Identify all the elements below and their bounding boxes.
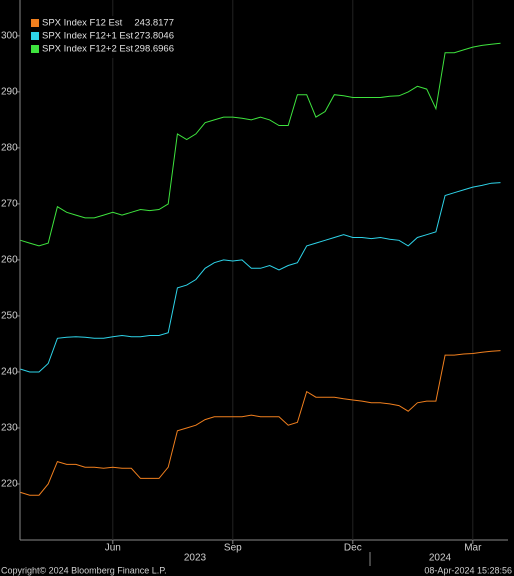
copyright: Copyright© 2024 Bloomberg Finance L.P. (1, 565, 167, 575)
x-tick-label: Dec (344, 543, 362, 554)
legend-value: 298.6966 (134, 44, 174, 55)
x-tick-label: Sep (224, 543, 242, 554)
y-tick-label: 260 (1, 255, 18, 266)
series-line (20, 182, 501, 373)
y-tick-label: 250 (1, 311, 18, 322)
legend-box (28, 16, 178, 58)
legend-value: 273.8046 (134, 31, 174, 42)
timestamp: 08-Apr-2024 15:28:56 (424, 565, 512, 575)
legend-label: SPX Index F12+2 Est (42, 44, 133, 55)
legend-label: SPX Index F12+1 Est (42, 31, 133, 42)
year-label: 2023 (184, 553, 207, 564)
year-label: 2024 (429, 553, 452, 564)
y-tick-label: 230 (1, 423, 18, 434)
legend-swatch (31, 45, 39, 53)
y-tick-label: 240 (1, 367, 18, 378)
y-tick-label: 270 (1, 199, 18, 210)
legend-label: SPX Index F12 Est (42, 18, 123, 29)
x-tick-label: Mar (464, 543, 482, 554)
series-line (20, 350, 501, 496)
y-tick-label: 290 (1, 87, 18, 98)
legend-value: 243.8177 (134, 18, 174, 29)
y-tick-label: 220 (1, 479, 18, 490)
y-tick-label: 300 (1, 30, 18, 41)
y-tick-label: 280 (1, 143, 18, 154)
x-tick-label: Jun (105, 543, 121, 554)
series-line (20, 42, 501, 247)
legend-swatch (31, 32, 39, 40)
legend-swatch (31, 19, 39, 27)
